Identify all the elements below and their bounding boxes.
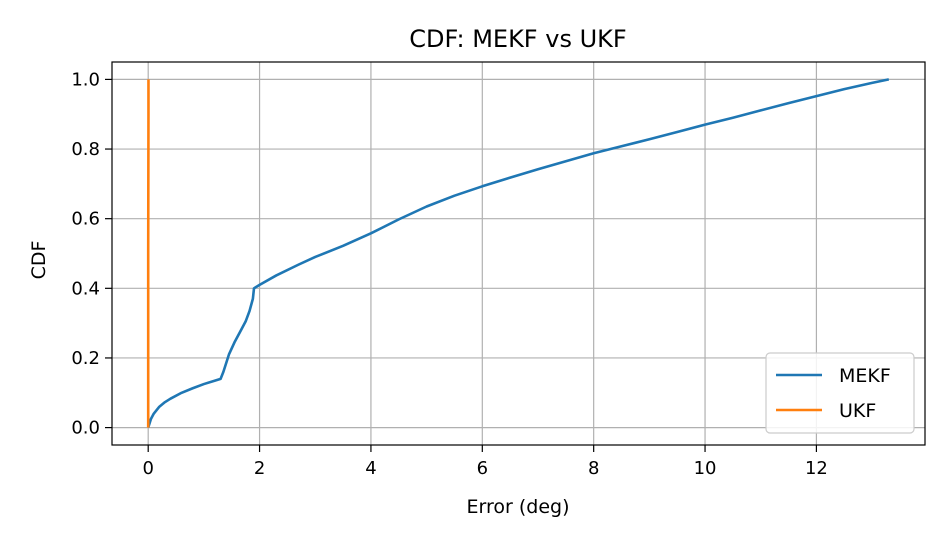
x-tick-label: 6 bbox=[477, 458, 488, 479]
x-tick-label: 0 bbox=[142, 458, 153, 479]
series-line-mekf bbox=[146, 78, 890, 428]
plot-frame bbox=[111, 61, 926, 446]
x-tick-label: 4 bbox=[365, 458, 376, 479]
x-tick-label: 10 bbox=[694, 458, 717, 479]
series-layer bbox=[146, 78, 890, 428]
x-axis-label: Error (deg) bbox=[467, 496, 570, 518]
y-tick-label: 0.6 bbox=[71, 209, 100, 230]
y-axis-ticks: 0.0 0.2 0.4 0.6 0.8 1.0 bbox=[71, 69, 112, 439]
grid bbox=[112, 62, 925, 445]
legend-label-mekf: MEKF bbox=[839, 365, 891, 387]
legend-box bbox=[765, 352, 915, 434]
y-tick-label: 0.0 bbox=[71, 418, 100, 439]
y-axis-label: CDF bbox=[28, 241, 50, 280]
x-tick-label: 12 bbox=[805, 458, 828, 479]
legend: MEKF UKF bbox=[765, 352, 915, 434]
y-tick-label: 1.0 bbox=[71, 69, 100, 90]
chart-title: CDF: MEKF vs UKF bbox=[409, 25, 626, 53]
x-tick-label: 8 bbox=[588, 458, 599, 479]
x-tick-label: 2 bbox=[254, 458, 265, 479]
y-tick-label: 0.4 bbox=[71, 278, 100, 299]
legend-label-ukf: UKF bbox=[839, 400, 876, 422]
y-tick-label: 0.8 bbox=[71, 139, 100, 160]
x-axis-ticks: 0 2 4 6 8 10 12 bbox=[142, 445, 828, 479]
y-tick-label: 0.2 bbox=[71, 348, 100, 369]
